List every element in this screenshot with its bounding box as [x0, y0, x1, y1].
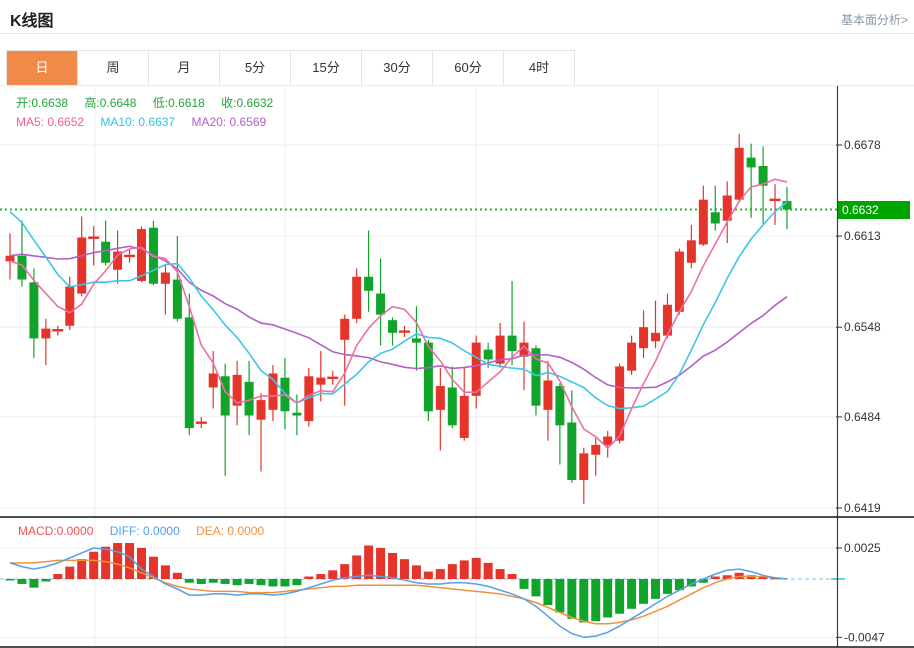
ma20-value: MA20: 0.6569 — [191, 115, 267, 129]
svg-text:0.6613: 0.6613 — [844, 229, 881, 243]
tab-month[interactable]: 月 — [149, 51, 220, 85]
close-value: 收:0.6632 — [221, 96, 274, 110]
tab-30min[interactable]: 30分 — [362, 51, 433, 85]
open-value: 开:0.6638 — [16, 96, 69, 110]
macd-legend: MACD:0.0000 DIFF: 0.0000 DEA: 0.0000 — [18, 524, 277, 538]
tab-5min[interactable]: 5分 — [220, 51, 291, 85]
ohlc-legend: 开:0.6638 高:0.6648 低:0.6618 收:0.6632 — [16, 94, 286, 111]
last-price-tag: 0.6632 — [838, 201, 910, 219]
dea-value: DEA: 0.0000 — [196, 524, 265, 538]
svg-text:0.6548: 0.6548 — [844, 320, 881, 334]
macd-value: MACD:0.0000 — [18, 524, 94, 538]
svg-text:-0.0047: -0.0047 — [844, 630, 885, 644]
header-divider — [0, 33, 914, 34]
page-title: K线图 — [10, 13, 54, 30]
tab-15min[interactable]: 15分 — [291, 51, 362, 85]
tab-60min[interactable]: 60分 — [433, 51, 504, 85]
low-value: 低:0.6618 — [152, 96, 205, 110]
tab-week[interactable]: 周 — [78, 51, 149, 85]
ma10-value: MA10: 0.6637 — [100, 115, 176, 129]
tab-day[interactable]: 日 — [7, 51, 78, 85]
svg-text:0.0025: 0.0025 — [844, 541, 881, 555]
diff-value: DIFF: 0.0000 — [109, 524, 180, 538]
interval-tab-bar: 日 周 月 5分 15分 30分 60分 4时 — [6, 50, 575, 86]
fundamental-analysis-link[interactable]: 基本面分析> — [840, 13, 908, 27]
svg-text:0.6484: 0.6484 — [844, 410, 881, 424]
svg-text:0.6419: 0.6419 — [844, 501, 881, 515]
tabbar-divider — [0, 85, 914, 86]
high-value: 高:0.6648 — [84, 96, 137, 110]
ma-legend: MA5: 0.6652 MA10: 0.6637 MA20: 0.6569 — [16, 115, 279, 129]
ma5-value: MA5: 0.6652 — [16, 115, 85, 129]
svg-text:0.6678: 0.6678 — [844, 138, 881, 152]
tab-4hour[interactable]: 4时 — [504, 51, 575, 85]
